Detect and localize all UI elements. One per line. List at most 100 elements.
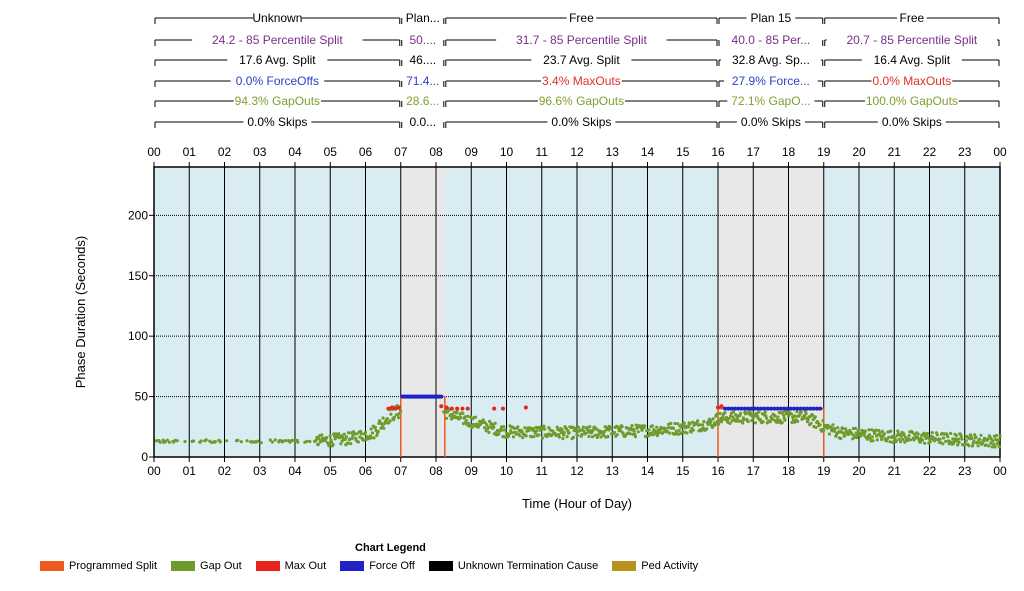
gap-out-point	[731, 410, 736, 414]
gap-out-point	[773, 414, 777, 418]
gap-out-point	[674, 429, 679, 433]
gap-out-point	[582, 429, 586, 433]
gap-out-point	[571, 425, 575, 429]
plan-stat: 71.4...	[406, 74, 439, 88]
gap-out-point	[574, 426, 578, 430]
gap-out-point	[836, 426, 840, 430]
plan-stat: 32.8 Avg. Sp...	[732, 53, 810, 67]
gap-out-point	[375, 433, 379, 438]
legend-swatch	[612, 561, 637, 571]
gap-out-point	[606, 434, 610, 439]
phase-duration-chart: 0000010102020303040405050606070708080909…	[73, 11, 1007, 511]
gap-out-point	[376, 429, 380, 433]
gap-out-point	[527, 428, 531, 432]
gap-out-point	[632, 429, 636, 433]
gap-out-point	[833, 427, 837, 431]
gap-out-point	[533, 431, 538, 435]
gap-out-point	[894, 439, 899, 443]
force-off-point	[749, 406, 754, 411]
x-tick-label: 19	[817, 464, 831, 478]
gap-out-point	[865, 437, 870, 441]
gap-out-point	[516, 425, 520, 429]
force-off-point	[782, 406, 787, 411]
gap-out-point	[764, 414, 768, 418]
gap-out-point	[520, 429, 524, 433]
gap-out-point	[281, 439, 285, 443]
gap-out-point	[744, 410, 748, 414]
legend-swatch	[255, 561, 280, 571]
x-axis-title: Time (Hour of Day)	[522, 496, 632, 511]
gap-out-point	[633, 435, 638, 439]
gap-out-point	[158, 440, 162, 444]
x-top-tick-label: 15	[676, 145, 690, 159]
gap-out-point	[381, 416, 385, 420]
gap-out-point	[655, 433, 660, 438]
gap-out-point	[643, 424, 647, 428]
gap-out-point	[370, 431, 375, 435]
x-tick-label: 13	[606, 464, 620, 478]
force-off-point	[798, 406, 803, 411]
gap-out-point	[984, 443, 988, 447]
gap-out-point	[853, 426, 858, 430]
x-tick-label: 07	[394, 464, 408, 478]
gap-out-point	[591, 428, 595, 432]
gap-out-point	[696, 419, 700, 423]
x-top-tick-label: 22	[923, 145, 937, 159]
gap-out-point	[532, 434, 536, 439]
gap-out-point	[854, 431, 858, 435]
gap-out-point	[487, 430, 491, 435]
gap-out-point	[763, 410, 767, 414]
gap-out-point	[296, 440, 300, 444]
gap-out-point	[956, 437, 961, 441]
plan-name: Plan 15	[751, 11, 792, 25]
x-top-tick-label: 13	[606, 145, 620, 159]
force-off-point	[729, 406, 734, 411]
gap-out-point	[970, 436, 974, 441]
legend-title: Chart Legend	[355, 542, 426, 554]
x-top-tick-label: 18	[782, 145, 796, 159]
force-off-point	[778, 406, 783, 411]
gap-out-point	[331, 443, 335, 447]
max-out-point	[716, 405, 720, 410]
gap-out-point	[978, 437, 982, 441]
gap-out-point	[701, 426, 705, 430]
max-out-point	[393, 406, 398, 411]
max-out-point	[396, 405, 401, 410]
gap-out-point	[586, 428, 590, 432]
gap-out-point	[511, 435, 516, 439]
gap-out-point	[975, 440, 980, 444]
gap-out-point	[980, 441, 985, 445]
gap-out-point	[681, 424, 686, 428]
gap-out-point	[882, 432, 887, 436]
force-off-point	[775, 406, 780, 411]
x-top-tick-label: 17	[747, 145, 761, 159]
plan-stat: 16.4 Avg. Split	[874, 53, 951, 67]
x-tick-label: 00	[147, 464, 161, 478]
gap-out-point	[183, 439, 187, 444]
gap-out-point	[753, 421, 758, 425]
gap-out-point	[875, 438, 879, 442]
gap-out-point	[803, 414, 807, 418]
x-top-tick-label: 01	[183, 145, 197, 159]
gap-out-point	[829, 425, 833, 429]
gap-out-point	[982, 439, 986, 443]
x-tick-label: 10	[500, 464, 514, 478]
gap-out-point	[739, 411, 743, 415]
force-off-point	[765, 406, 770, 411]
gap-out-point	[727, 416, 731, 420]
gap-out-point	[765, 416, 769, 420]
gap-out-point	[793, 420, 797, 424]
gap-out-point	[871, 439, 875, 443]
force-off-point	[801, 406, 806, 411]
gap-out-point	[751, 416, 755, 420]
legend-items: Programmed Split Gap Out Max Out Force Off U…	[40, 560, 712, 572]
x-top-tick-label: 09	[465, 145, 479, 159]
legend-item: Ped Activity	[612, 560, 698, 572]
x-top-tick-label: 19	[817, 145, 831, 159]
plan-stat: 50....	[409, 33, 436, 47]
gap-out-point	[317, 437, 321, 441]
force-off-point	[768, 406, 773, 411]
gap-out-point	[979, 433, 983, 437]
gap-out-point	[816, 421, 820, 425]
x-top-tick-label: 02	[218, 145, 232, 159]
